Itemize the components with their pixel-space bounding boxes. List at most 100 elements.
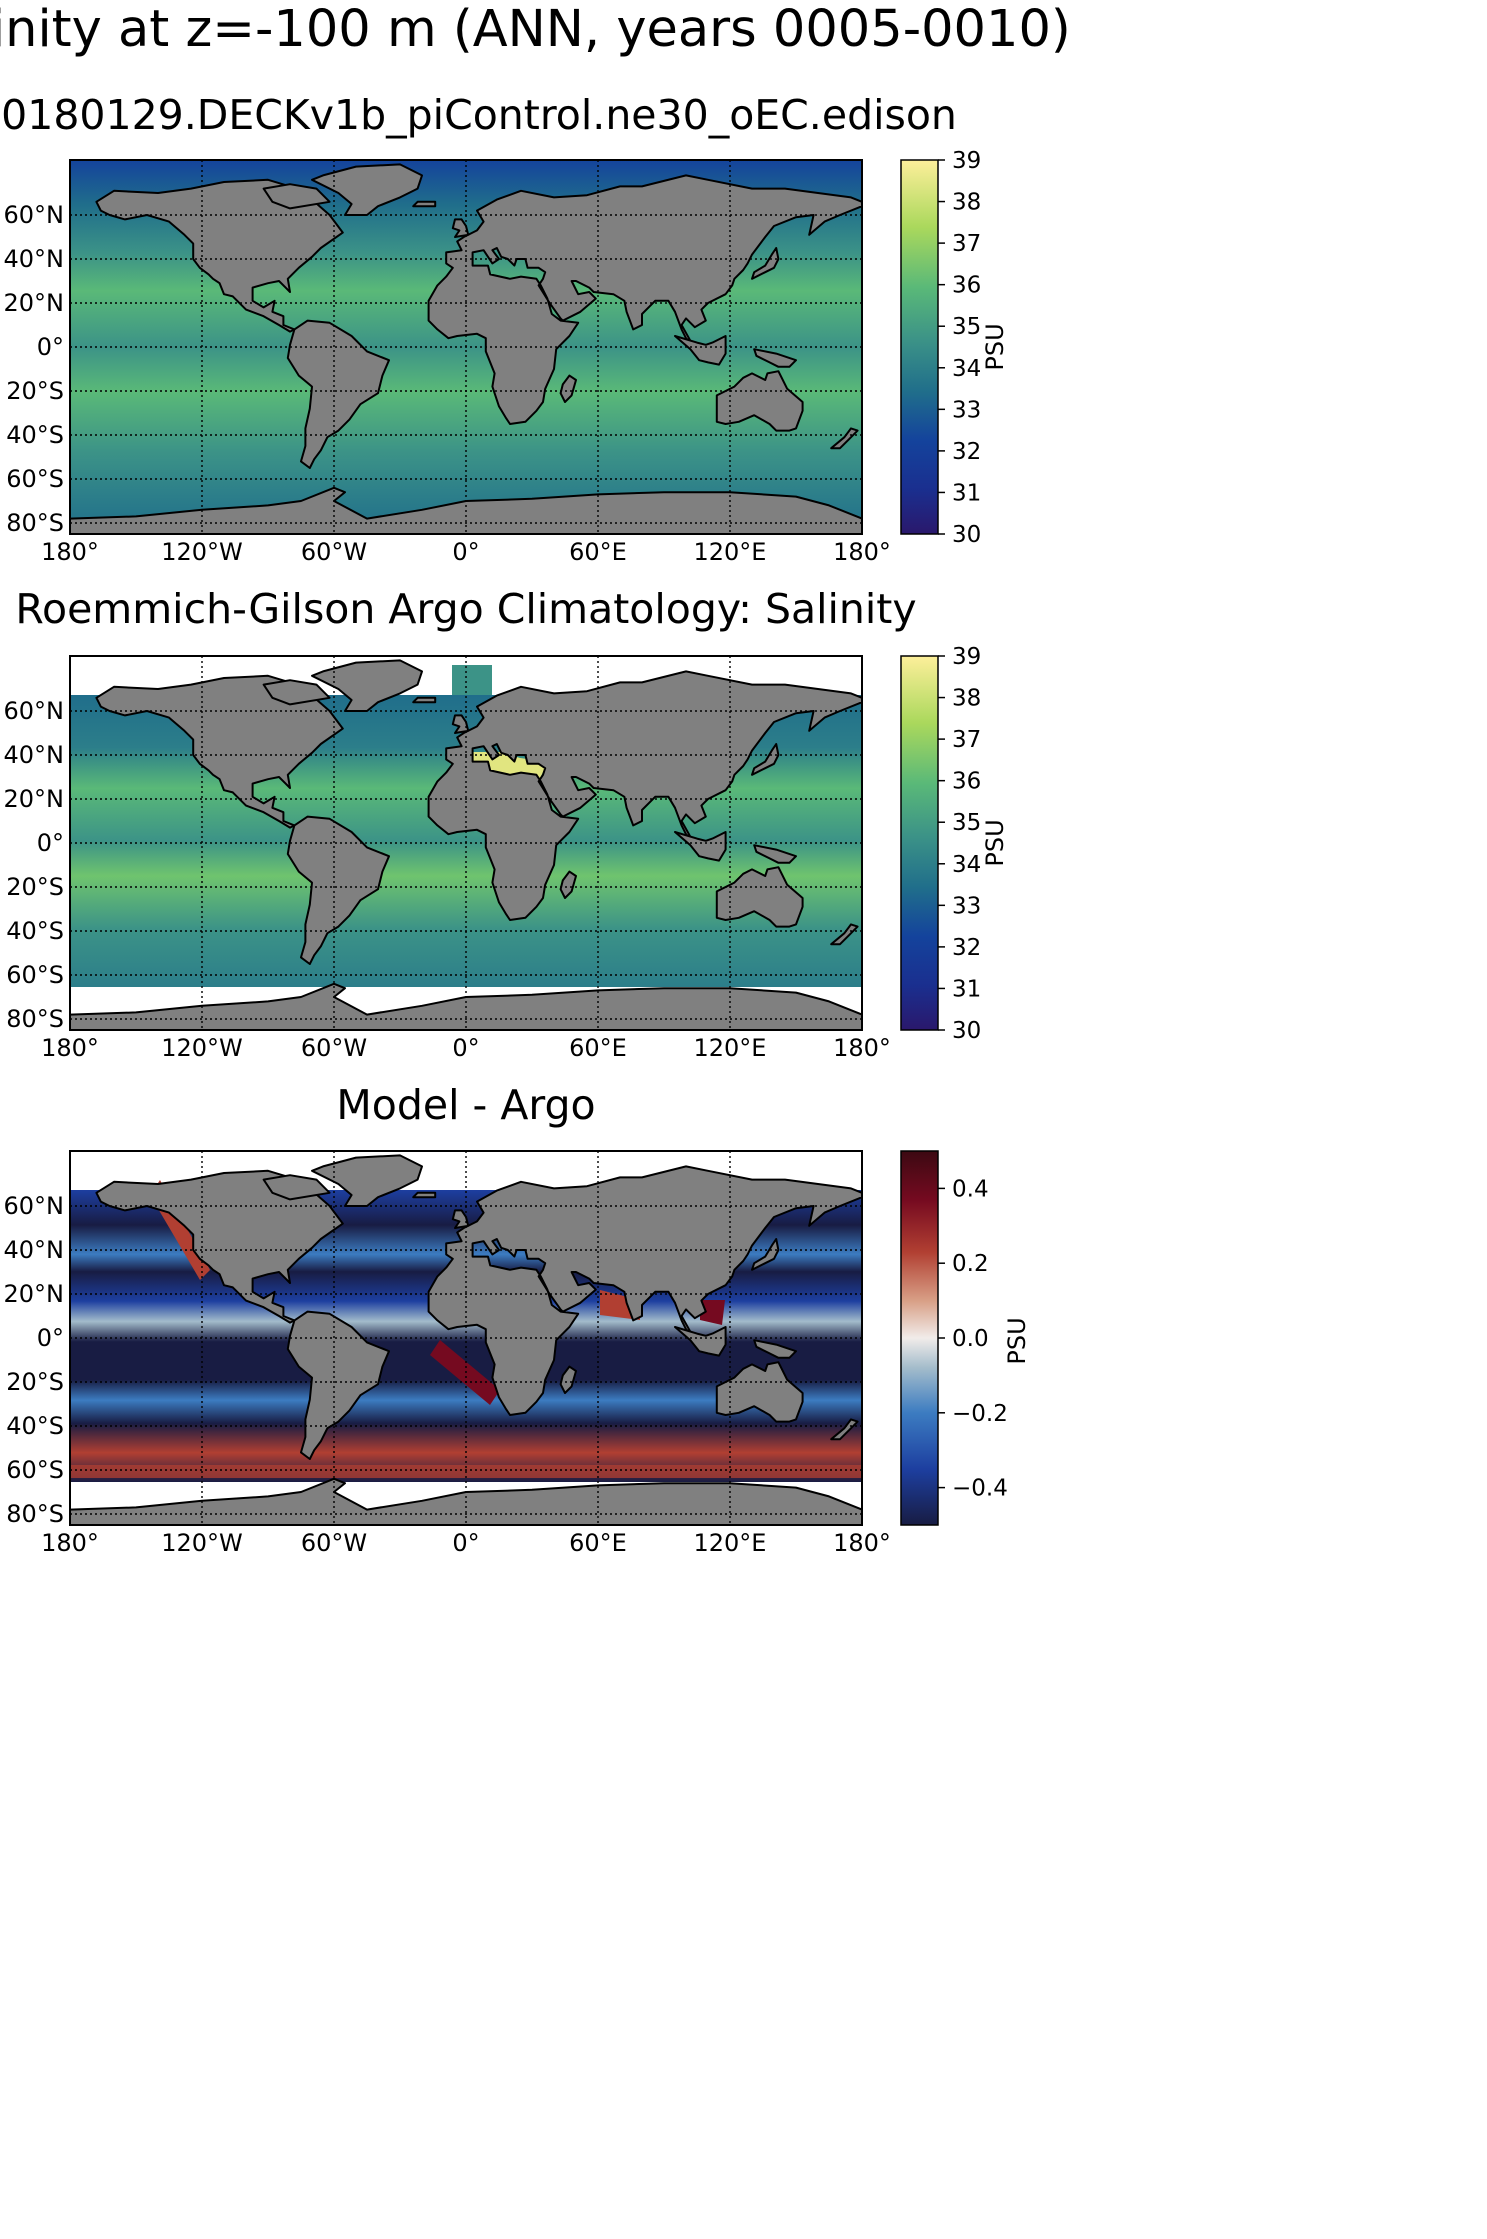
y-tick-label: 0° [37,829,64,857]
y-tick-label: 20°N [4,785,65,813]
y-tick-label: 20°N [4,289,65,317]
axis-ticks: 180° 120°W 60°W 0° 60°E 120°E 180° 60°N 40°N 20°N… [4,1192,891,1557]
land-baffin [262,183,331,210]
colorbar-tick-label: 30 [952,1018,981,1044]
map-frame [69,1150,863,1526]
land-south-america [286,1310,390,1460]
colorbar-ticks: 30 31 32 33 34 35 36 37 38 39 [938,148,981,548]
y-tick-label: 80°S [6,1005,64,1033]
axis-ticks: 180° 120°W 60°W 0° 60°E 120°E 180° 60°N 40°N 20°N… [4,697,891,1062]
y-tick-label: 60°S [6,1456,64,1484]
gridlines [70,160,862,534]
colorbar-tick-label: 34 [952,852,981,878]
colorbar-tick-label: 0.2 [952,1251,989,1277]
land-iceland [412,696,437,704]
x-tick-label: 120°W [161,538,243,566]
x-tick-label: 120°E [694,1034,767,1062]
colorbar-tick-label: −0.4 [952,1476,1008,1502]
x-tick-label: 60°E [569,1034,627,1062]
y-tick-label: 40°N [4,1236,65,1264]
land-new-guinea [753,844,797,864]
x-tick-label: 180° [833,1529,891,1557]
land-uk [451,1209,470,1229]
anomaly-positive [700,1300,725,1325]
colorbar-tick-label: 35 [952,314,981,340]
land-new-guinea [753,348,797,368]
colorbar-tick-label: 39 [952,644,981,670]
y-tick-label: 20°S [6,377,64,405]
land-new-zealand [830,1418,859,1441]
land-madagascar [559,374,577,403]
y-tick-label: 80°S [6,509,64,537]
x-tick-label: 120°E [694,538,767,566]
y-tick-label: 80°S [6,1500,64,1528]
land-south-america [286,319,390,469]
x-tick-label: 180° [41,1529,99,1557]
land-japan [751,247,780,280]
y-tick-label: 40°S [6,917,64,945]
colorbar-tick-label: 37 [952,231,981,257]
x-tick-label: 120°W [161,1034,243,1062]
land-iceland [412,200,437,208]
colorbar-tick-label: 33 [952,397,981,423]
land-new-guinea [753,1339,797,1359]
land-japan [751,1238,780,1271]
y-tick-label: 60°S [6,465,64,493]
map-frame [69,655,863,1031]
colorbar-ticks: 30 31 32 33 34 35 36 37 38 39 [938,644,981,1044]
y-tick-label: 40°N [4,245,65,273]
land-baffin [262,679,331,706]
colorbar-gradient [900,159,939,535]
land-borneo-sumatra [674,831,727,862]
land-japan [751,743,780,776]
y-tick-label: 0° [37,333,64,361]
colorbar-tick-label: 35 [952,810,981,836]
colorbar-label: PSU [1003,1317,1031,1364]
colorbar-tick-label: 32 [952,935,981,961]
land-africa-eurasia [427,670,863,921]
land-iceland [412,1191,437,1199]
axis-ticks: 180° 120°W 60°W 0° 60°E 120°E 180° 60°N 40°N 20°N… [4,201,891,566]
map-frame [69,159,863,535]
x-tick-label: 60°W [301,1034,367,1062]
panel-argo: Roemmich-Gilson Argo Climatology: Salini… [4,585,1010,1062]
land-borneo-sumatra [674,335,727,366]
gridlines [70,1151,862,1525]
x-tick-label: 60°W [301,538,367,566]
land-south-america [286,815,390,965]
land-madagascar [559,1365,577,1394]
land-greenland [311,163,423,216]
colorbar-tick-label: 38 [952,190,981,216]
land-africa-eurasia [427,174,863,425]
y-tick-label: 60°N [4,697,65,725]
y-tick-label: 20°S [6,1368,64,1396]
y-tick-label: 60°S [6,961,64,989]
land-borneo-sumatra [674,1326,727,1357]
colorbar-gradient [900,1150,939,1526]
colorbar: 30 31 32 33 34 35 36 37 38 39 PSU [900,644,1009,1044]
y-tick-label: 0° [37,1324,64,1352]
colorbar-ticks: 0.4 0.2 0.0 −0.2 −0.4 [938,1176,1008,1502]
x-tick-label: 180° [833,538,891,566]
panel-title: Roemmich-Gilson Argo Climatology: Salini… [15,585,916,633]
panel-title: Model - Argo [336,1081,595,1129]
x-tick-label: 0° [452,1034,479,1062]
colorbar-tick-label: −0.2 [952,1401,1008,1427]
land-australia [715,370,804,432]
y-tick-label: 20°S [6,873,64,901]
x-tick-label: 60°E [569,1529,627,1557]
colorbar-tick-label: 0.4 [952,1176,989,1202]
colorbar-label: PSU [981,323,1009,370]
colorbar-gradient [900,655,939,1031]
land-baffin [262,1174,331,1201]
colorbar-tick-label: 32 [952,439,981,465]
colorbar-tick-label: 36 [952,769,981,795]
panel-title: 20180129.DECKv1b_piControl.ne30_oEC.edis… [0,91,957,139]
gridlines [70,656,862,1030]
colorbar-tick-label: 33 [952,893,981,919]
colorbar-tick-label: 0.0 [952,1326,989,1352]
x-tick-label: 120°W [161,1529,243,1557]
colorbar-tick-label: 30 [952,522,981,548]
land-madagascar [559,870,577,899]
colorbar-tick-label: 31 [952,976,981,1002]
